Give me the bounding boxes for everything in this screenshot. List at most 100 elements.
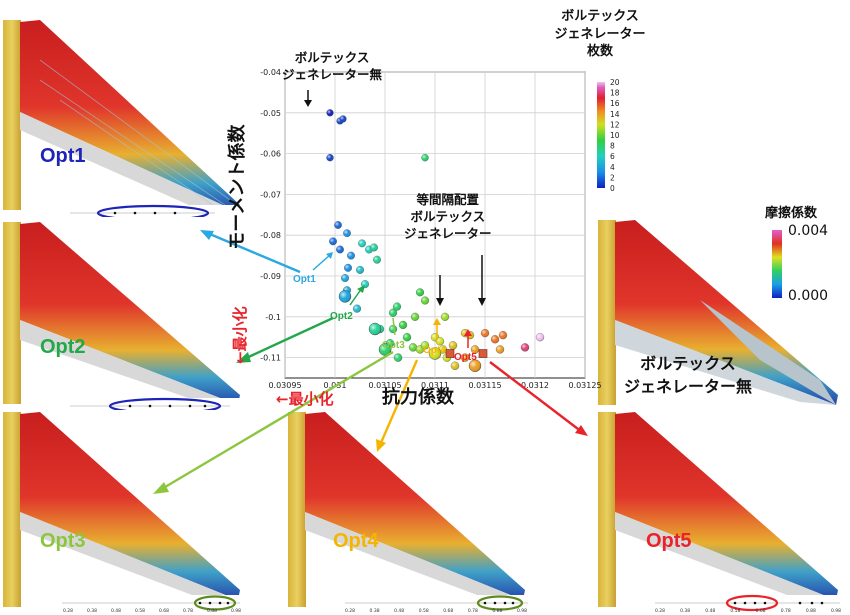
colorbar-tick-label: 2	[610, 173, 615, 182]
colorbar-tick-label: 14	[610, 110, 620, 119]
scatter-point-shine	[344, 264, 352, 272]
arrow-opt2	[241, 316, 334, 362]
connector-arrows	[153, 90, 588, 494]
scatter-point-shine	[326, 109, 334, 117]
scatter-point-shine	[438, 345, 448, 354]
scatter-point-shine	[343, 229, 351, 237]
wing-panel-baseline	[595, 217, 845, 407]
colorbar-tick-label: 10	[610, 131, 620, 140]
colorbar-tick-label: 4	[610, 163, 615, 172]
scatter-point-shine	[373, 255, 381, 264]
annotation-no-vg: ボルテックス ジェネレーター無	[282, 50, 383, 82]
highlighted-points	[338, 290, 482, 372]
scatter-point-shine	[393, 353, 403, 362]
strip-tick-label: 0.48	[394, 608, 404, 614]
highlighted-point-shine	[369, 323, 381, 336]
strip-tick-label: 0.28	[655, 608, 665, 614]
scatter-point-shine	[470, 345, 480, 354]
minimize-x: ←最小化	[276, 390, 334, 408]
scatter-point-shine	[356, 266, 364, 274]
y-tick-label: -0.1	[265, 313, 281, 322]
point-label-opt3: Opt3	[382, 340, 405, 351]
highlighted-point-shine	[469, 359, 481, 372]
highlighted-point-shine	[429, 347, 441, 360]
wing-panel-opt1	[0, 0, 244, 222]
scatter-point-shine	[329, 237, 337, 246]
strip-tick-label: 0.48	[111, 608, 121, 614]
strip-tick-label: 0.58	[730, 608, 740, 614]
vg-ring-opt5	[725, 594, 779, 612]
y-tick-label: -0.08	[260, 231, 281, 240]
colorbar-tick-label: 0	[610, 184, 615, 193]
strip-tick-label: 0.58	[135, 608, 145, 614]
scatter-point-shine	[491, 335, 499, 344]
arrow-opt1	[204, 230, 301, 274]
scatter-point-shine	[460, 353, 470, 362]
x-axis-label: 抗力係数	[382, 387, 454, 408]
colorbar-tick-label: 6	[610, 152, 615, 161]
equal-spacing-marker	[478, 349, 488, 358]
strip-tick-label: 0.68	[756, 608, 766, 614]
scatter-point-shine	[358, 239, 366, 248]
scatter-points	[326, 109, 545, 370]
vg-ring-opt4	[476, 595, 524, 611]
scatter-point-shine	[339, 115, 347, 123]
scatter-point-shine	[520, 343, 530, 352]
y-tick-label: -0.07	[260, 190, 281, 199]
scatter-point-shine	[403, 333, 411, 342]
y-tick-labels: -0.04 -0.05 -0.06 -0.07 -0.08 -0.09 -0.1 -0.11	[260, 68, 281, 363]
scatter-point-shine	[326, 154, 334, 162]
colorbar-tick-label: 16	[610, 99, 620, 108]
x-tick-label: 0.03105	[368, 381, 401, 390]
scatter-point-shine	[448, 341, 458, 350]
scatter-point-shine	[347, 251, 355, 260]
strip-tick-label: 0.88	[806, 608, 816, 614]
arrow-opt3-pt	[392, 317, 396, 336]
scatter-point-shine	[435, 337, 445, 346]
strip-tick-label: 0.68	[443, 608, 453, 614]
plot-grid	[284, 71, 586, 378]
scatter-point-shine	[389, 308, 397, 317]
point-label-opt1: Opt1	[293, 274, 316, 285]
friction-colorbar	[772, 230, 782, 298]
strip-tick-label: 0.78	[468, 608, 478, 614]
y-tick-label: -0.06	[260, 150, 281, 159]
colorbar-tick-label: 8	[610, 142, 615, 151]
colorbar-tick-label: 12	[610, 120, 620, 129]
baseline-label: ボルテックス ジェネレーター無	[624, 354, 753, 397]
point-label-opt5: Opt5	[454, 352, 477, 363]
arrow-opt3	[159, 350, 394, 492]
strip-tick-label: 0.48	[705, 608, 715, 614]
arrow-opt5	[489, 361, 583, 433]
vg-ring-opt3	[193, 595, 237, 611]
strip-ticks-opt5: 0.28 0.38 0.48 0.58 0.68 0.78 0.88 0.98	[655, 608, 841, 614]
x-tick-label: 0.0312	[521, 381, 549, 390]
x-tick-label: 0.0311	[421, 381, 449, 390]
colorbar-tick-label: 20	[610, 78, 620, 87]
scatter-point-shine	[341, 274, 349, 282]
scatter-point-shine	[450, 361, 460, 370]
colorbar-tick-label: 18	[610, 89, 620, 98]
strip-tick-label: 0.98	[231, 608, 241, 614]
annotation-equal-spacing: 等間隔配置 ボルテックス ジェネレーター	[404, 192, 492, 241]
scatter-point-shine	[421, 296, 429, 305]
panel-label-opt5: Opt5	[646, 530, 692, 552]
scatter-point-shine	[495, 345, 505, 354]
panel-label-opt1: Opt1	[40, 145, 86, 167]
arrow-opt1-pt	[312, 254, 331, 271]
x-tick-label: 0.03095	[268, 381, 301, 390]
wing-panel-opt2	[0, 217, 244, 415]
strip-tick-label: 0.68	[159, 608, 169, 614]
scatter-point-shine	[334, 221, 342, 229]
friction-legend-title: 摩擦係数	[765, 206, 818, 221]
scatter-point-shine	[536, 333, 544, 342]
scatter-point-shine	[441, 312, 449, 321]
highlighted-point-shine	[339, 290, 351, 303]
strip-tick-label: 0.28	[345, 608, 355, 614]
scatter-point-shine	[393, 302, 401, 311]
y-tick-label: -0.05	[260, 109, 281, 118]
panel-label-opt2: Opt2	[40, 336, 86, 358]
